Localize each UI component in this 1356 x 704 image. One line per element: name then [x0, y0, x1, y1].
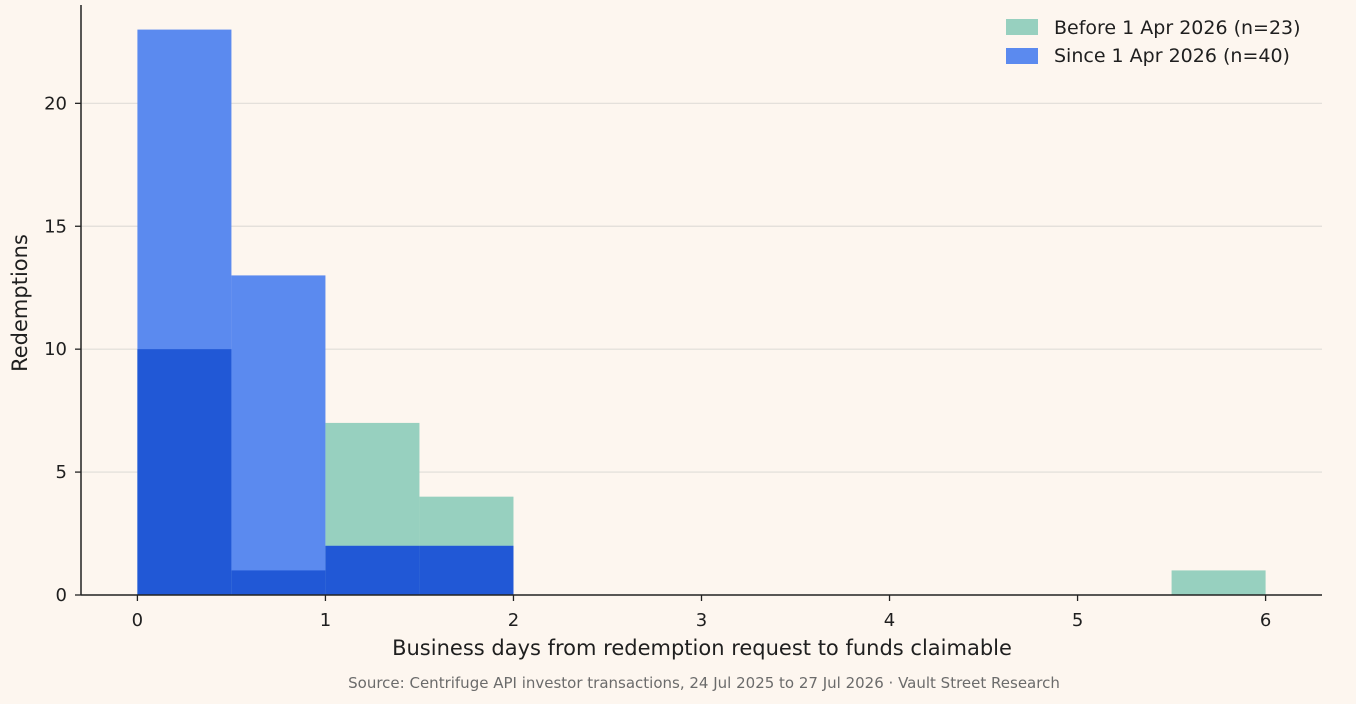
- legend-swatch-since: [1006, 48, 1038, 64]
- y-tick-label-15: 15: [44, 216, 67, 237]
- legend-label-since: Since 1 Apr 2026 (n=40): [1054, 45, 1290, 67]
- bar-since-bin-1: [231, 275, 326, 595]
- x-tick-label-4: 4: [884, 610, 895, 631]
- bar-overlap-bin-3: [419, 545, 514, 595]
- y-tick-label-5: 5: [56, 462, 67, 483]
- y-tick-label-20: 20: [44, 93, 67, 114]
- y-tick-label-10: 10: [44, 339, 67, 360]
- bar-before-bin-11: [1171, 570, 1266, 595]
- legend: Before 1 Apr 2026 (n=23) Since 1 Apr 202…: [1006, 17, 1301, 67]
- x-axis-label: Business days from redemption request to…: [392, 636, 1012, 660]
- y-axis-label: Redemptions: [8, 234, 32, 372]
- y-tick-label-0: 0: [56, 585, 67, 606]
- x-tick-label-6: 6: [1260, 610, 1271, 631]
- x-tick-label-0: 0: [132, 610, 143, 631]
- legend-label-before: Before 1 Apr 2026 (n=23): [1054, 17, 1301, 39]
- source-note: Source: Centrifuge API investor transact…: [348, 674, 1060, 692]
- legend-swatch-before: [1006, 19, 1038, 35]
- axis-ticks: 0 1 2 3 4 5 6 0 5 10 15 20: [44, 93, 1271, 631]
- histogram-bars: [137, 29, 1266, 596]
- x-tick-label-3: 3: [696, 610, 707, 631]
- x-tick-label-5: 5: [1072, 610, 1083, 631]
- bar-overlap-bin-1: [231, 570, 326, 595]
- bar-overlap-bin-2: [325, 545, 420, 595]
- x-tick-label-1: 1: [320, 610, 331, 631]
- x-tick-label-2: 2: [508, 610, 519, 631]
- bar-overlap-bin-0: [137, 349, 232, 595]
